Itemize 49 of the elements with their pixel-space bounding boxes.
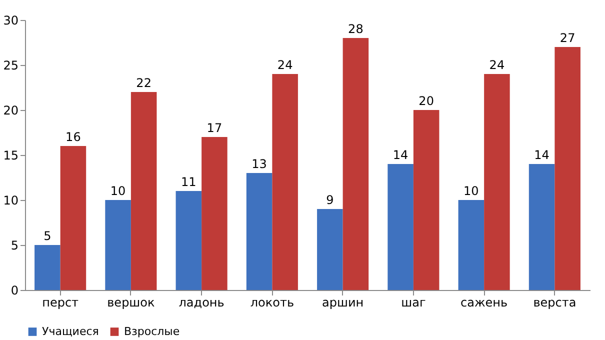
data-label: 10 [110, 184, 126, 198]
bar [105, 200, 131, 290]
bar [130, 92, 157, 290]
bar [246, 173, 272, 290]
bar [317, 209, 343, 290]
data-label: 22 [136, 76, 152, 90]
data-label: 24 [489, 58, 505, 72]
data-label: 11 [181, 175, 196, 189]
bar [342, 38, 369, 290]
bar [60, 146, 86, 290]
data-label: 9 [326, 193, 334, 207]
data-label: 17 [206, 121, 222, 135]
legend-label: Взрослые [124, 324, 180, 338]
x-tick-label: верста [533, 296, 576, 310]
data-label: 28 [348, 22, 364, 36]
x-tick-label: локоть [250, 296, 294, 310]
data-label: 27 [560, 31, 576, 45]
y-tick-label: 10 [3, 194, 18, 208]
data-label: 14 [392, 148, 408, 162]
bar [176, 191, 202, 290]
x-tick-label: шаг [401, 296, 426, 310]
y-tick-label: 15 [3, 148, 18, 162]
y-tick-label: 20 [3, 104, 18, 118]
bar [484, 74, 510, 290]
data-label: 13 [252, 157, 267, 171]
bar [458, 200, 484, 290]
x-tick-label: ладонь [178, 296, 224, 310]
y-tick-label: 0 [10, 284, 18, 298]
y-tick-label: 25 [3, 58, 18, 72]
x-tick-label: аршин [322, 296, 364, 310]
bar [272, 74, 298, 290]
y-tick-label: 30 [3, 14, 18, 28]
data-label: 5 [44, 229, 52, 243]
data-label: 10 [464, 184, 479, 198]
data-label: 20 [418, 94, 434, 108]
bar [528, 164, 555, 290]
bar [554, 47, 580, 290]
bar [388, 164, 414, 290]
bar [413, 110, 440, 290]
bar [202, 137, 228, 290]
legend-label: Учащиеся [42, 324, 99, 338]
x-tick-label: вершок [107, 296, 155, 310]
data-label: 24 [277, 58, 293, 72]
y-tick-label: 5 [10, 238, 18, 252]
data-label: 14 [534, 148, 550, 162]
data-label: 16 [66, 130, 81, 144]
x-tick-label: сажень [460, 296, 508, 310]
bar [34, 245, 60, 290]
x-tick-label: перст [42, 296, 79, 310]
